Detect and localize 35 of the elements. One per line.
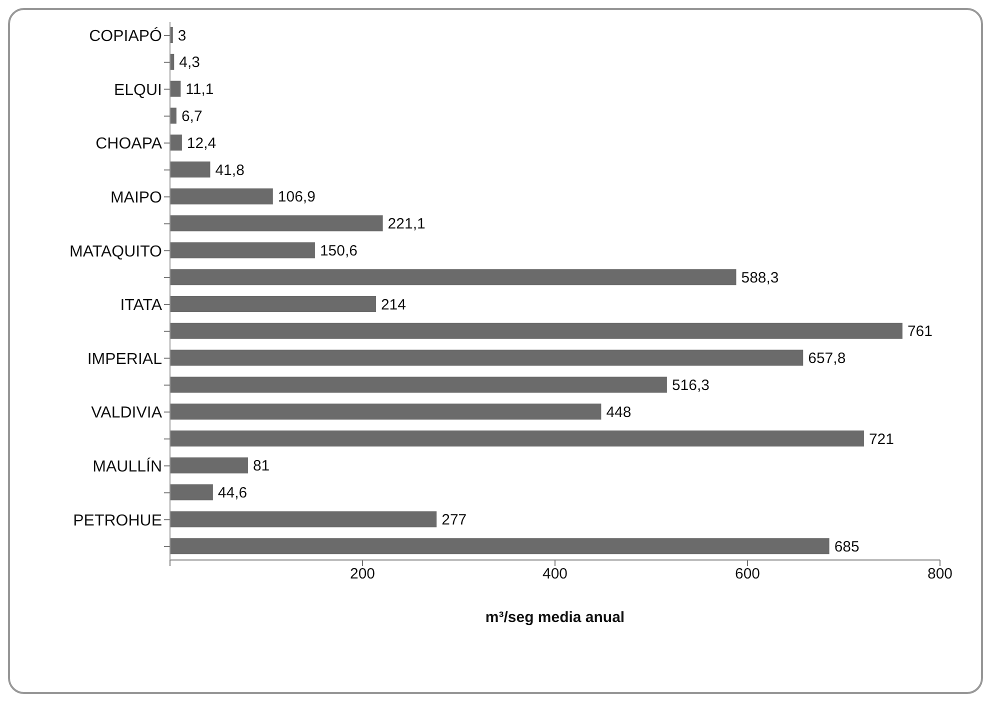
data-label: 44,6 (218, 484, 248, 502)
data-label: 4,3 (179, 54, 200, 72)
data-label: 516,3 (672, 377, 710, 394)
data-label: 588,3 (741, 269, 779, 286)
x-tick-label: 600 (734, 566, 760, 583)
y-tick-label: MAULLÍN (92, 458, 162, 476)
data-label: 221,1 (388, 216, 426, 233)
data-label: 81 (252, 458, 270, 475)
data-label: 106,9 (278, 188, 316, 206)
data-label: 277 (442, 512, 467, 529)
x-tick-label: 400 (542, 566, 568, 583)
data-label: 657,8 (808, 350, 846, 368)
data-label: 721 (868, 430, 894, 448)
y-tick-label: MAIPO (110, 190, 162, 207)
data-label: 214 (380, 296, 406, 314)
y-tick-label: MATAQUITO (70, 243, 162, 260)
x-tick-label: 800 (927, 566, 953, 583)
data-label: 685 (834, 538, 860, 556)
data-label: 761 (907, 323, 932, 340)
data-label: 41,8 (215, 162, 244, 179)
data-label: 448 (606, 404, 632, 421)
y-tick-label: ELQUI (114, 82, 162, 99)
y-tick-label: VALDIVIA (91, 404, 162, 422)
y-tick-label: COPIAPÓ (89, 27, 162, 46)
y-tick-label: ITATA (120, 297, 162, 314)
y-tick-label: PETROHUE (73, 512, 162, 530)
x-axis-title: m³/seg media anual (485, 609, 625, 626)
data-label: 12,4 (186, 134, 216, 152)
y-tick-label: IMPERIAL (87, 350, 162, 368)
x-tick-label: 200 (350, 566, 376, 583)
data-label: 150,6 (320, 242, 358, 260)
data-label: 6,7 (181, 108, 202, 126)
data-label: 11,1 (186, 81, 214, 98)
y-tick-label: CHOAPA (96, 136, 162, 153)
data-label: 3 (178, 27, 186, 44)
